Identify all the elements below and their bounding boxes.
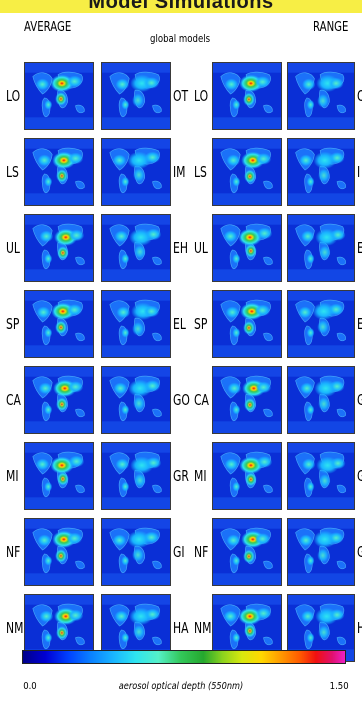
aod-map-panel	[212, 138, 282, 206]
row-label-model: EL	[173, 315, 186, 333]
aod-map-panel	[212, 518, 282, 586]
aod-map-panel	[101, 138, 171, 206]
aod-map-panel	[287, 518, 355, 586]
aod-map-panel	[212, 214, 282, 282]
global-models-header: global models	[150, 32, 211, 45]
aod-map-panel	[212, 290, 282, 358]
row-label-range: SP	[194, 315, 208, 333]
title-bar: Model Simulations	[0, 0, 362, 13]
aod-map-panel	[287, 366, 355, 434]
row-label-edge: G	[357, 543, 362, 561]
average-header: AVERAGE	[24, 20, 72, 35]
aod-map-panel	[24, 518, 94, 586]
page-title: Model Simulations	[88, 0, 274, 13]
row-label-left: LO	[6, 87, 21, 105]
row-label-range: CA	[194, 391, 209, 409]
aod-map-panel	[101, 62, 171, 130]
row-label-edge: G	[357, 391, 362, 409]
row-label-range: LS	[194, 163, 207, 181]
aod-map-panel	[287, 138, 355, 206]
aod-map-panel	[212, 366, 282, 434]
row-label-range: LO	[194, 87, 209, 105]
row-label-range: MI	[194, 467, 207, 485]
row-label-left: LS	[6, 163, 19, 181]
row-label-model: GO	[173, 391, 190, 409]
row-label-model: GI	[173, 543, 185, 561]
row-label-left: SP	[6, 315, 20, 333]
aod-map-panel	[101, 366, 171, 434]
row-label-edge: E	[357, 239, 362, 257]
row-label-edge: E	[357, 315, 362, 333]
aod-map-panel	[24, 138, 94, 206]
row-label-model: IM	[173, 163, 186, 181]
row-label-left: NF	[6, 543, 21, 561]
aod-map-panel	[24, 62, 94, 130]
row-label-model: GR	[173, 467, 189, 485]
aod-map-panel	[287, 62, 355, 130]
aod-map-panel	[101, 442, 171, 510]
aod-map-panel	[24, 214, 94, 282]
colorbar-max-label: 1.50	[329, 681, 349, 692]
row-label-model: EH	[173, 239, 188, 257]
aod-map-panel	[212, 62, 282, 130]
row-label-edge: I	[357, 163, 361, 181]
row-label-range: NM	[194, 619, 212, 637]
aod-colorbar	[22, 650, 346, 664]
row-label-model: OT	[173, 87, 189, 105]
aod-map-panel	[287, 442, 355, 510]
row-label-left: CA	[6, 391, 21, 409]
aod-map-panel	[24, 442, 94, 510]
row-label-edge: O	[357, 87, 362, 105]
row-label-left: MI	[6, 467, 19, 485]
aod-map-panel	[212, 442, 282, 510]
row-label-left: NM	[6, 619, 24, 637]
aod-map-panel	[24, 290, 94, 358]
aod-map-panel	[287, 290, 355, 358]
row-label-edge: G	[357, 467, 362, 485]
row-label-edge: H	[357, 619, 362, 637]
row-label-range: UL	[194, 239, 208, 257]
row-label-range: NF	[194, 543, 209, 561]
aod-map-panel	[287, 214, 355, 282]
row-label-model: HA	[173, 619, 189, 637]
aod-map-panel	[101, 214, 171, 282]
aod-map-panel	[101, 290, 171, 358]
row-label-left: UL	[6, 239, 20, 257]
colorbar-title: aerosol optical depth (550nm)	[118, 681, 244, 692]
aod-map-panel	[24, 366, 94, 434]
colorbar-min-label: 0.0	[23, 681, 37, 692]
aod-map-panel	[101, 518, 171, 586]
range-header: RANGE	[313, 20, 349, 35]
